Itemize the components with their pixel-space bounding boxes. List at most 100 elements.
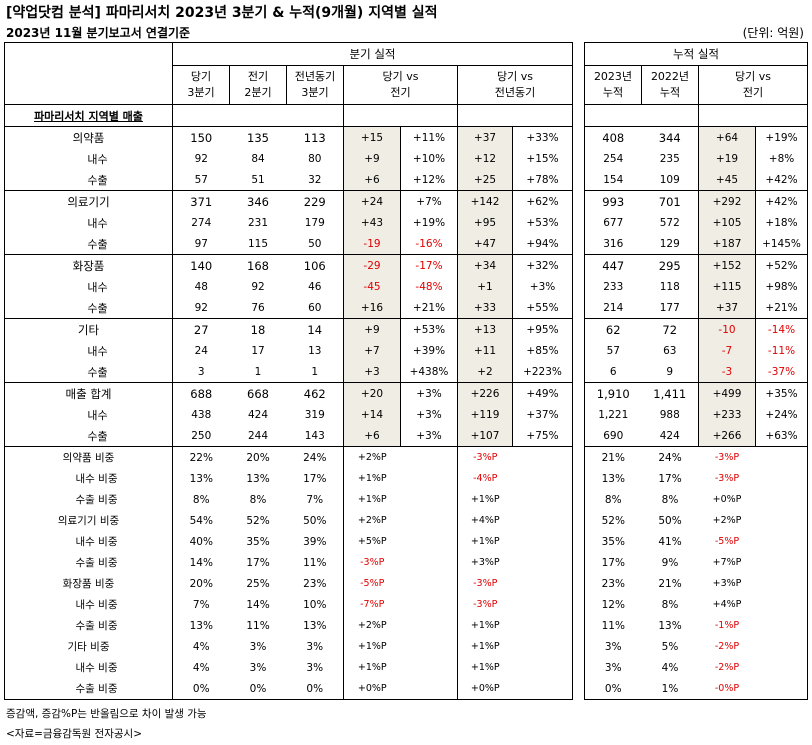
column-header: 당기 vs 전기 <box>343 65 458 105</box>
row-label: 수출 <box>87 429 108 443</box>
delta-yoy-percent: +33% <box>512 126 573 148</box>
ratio-delta-cum: +4%P <box>712 599 742 610</box>
delta-yoy-percent: +95% <box>512 318 573 340</box>
ratio-value: 17% <box>246 556 270 569</box>
table-row: 214 177 +37 +21% <box>585 297 808 319</box>
delta-cum-percent: -14% <box>755 318 808 340</box>
ratio-delta-cum: -2%P <box>714 662 740 673</box>
value-cell: 1 <box>254 365 262 378</box>
ratio-delta-qoq: +1%P <box>343 657 401 678</box>
ratio-delta-qoq: +1%P <box>343 489 401 510</box>
spacer <box>756 636 808 657</box>
header-spacer <box>756 105 808 127</box>
ratio-value: 54% <box>172 510 230 531</box>
column-header-line1: 당기 vs <box>382 70 419 83</box>
value-cell: 438 <box>172 404 230 425</box>
table-row: 내수 24 17 13 +7 +39% +11 +85% <box>5 340 573 361</box>
delta-yoy-amount: +34 <box>457 254 513 276</box>
delta-qoq-percent: +11% <box>400 126 458 148</box>
value-cell: 408 <box>584 126 642 148</box>
ratio-row: 13% 17% -3%P <box>585 468 808 489</box>
spacer <box>756 678 808 700</box>
column-header-line1: 2022년 <box>650 70 690 83</box>
ratio-delta-yoy: +0%P <box>457 678 513 700</box>
column-header-line2: 전년동기 <box>494 86 536 99</box>
header-blank <box>5 43 173 66</box>
table-row: 내수 48 92 46 -45 -48% +1 +3% <box>5 276 573 297</box>
ratio-value: 21% <box>584 446 642 468</box>
column-header-line1: 전년동기 <box>294 70 336 83</box>
spacer <box>756 615 808 636</box>
quarterly-group-header: 분기 실적 <box>172 42 573 66</box>
value-cell: 572 <box>659 216 680 229</box>
value-cell: 140 <box>172 254 230 276</box>
value-cell: 72 <box>641 318 699 340</box>
value-cell: 6 <box>609 365 617 378</box>
ratio-value: 50% <box>658 514 682 527</box>
spacer <box>513 615 573 636</box>
ratio-delta-yoy: +4%P <box>457 510 513 531</box>
column-header-line2: 전기 <box>390 86 411 99</box>
table-row: 의료기기 371 346 229 +24 +7% +142 +62% <box>4 190 573 212</box>
column-header-line1: 전기 <box>247 70 269 83</box>
delta-yoy-amount: +142 <box>457 190 513 212</box>
ratio-label: 내수 비중 <box>75 662 118 674</box>
ratio-value: 14% <box>246 598 270 611</box>
value-cell: 690 <box>603 429 624 442</box>
ratio-label: 수출 비중 <box>75 557 118 569</box>
column-header-line1: 당기 vs <box>735 70 771 83</box>
column-header-line2: 3분기 <box>187 86 215 99</box>
spacer <box>513 594 573 615</box>
value-cell: 97 <box>172 233 230 255</box>
delta-qoq-percent: +19% <box>412 216 446 229</box>
table-row: 57 63 -7 -11% <box>585 340 808 361</box>
delta-qoq-amount: +7 <box>343 340 401 361</box>
ratio-delta-cum: -3%P <box>698 446 756 468</box>
row-label: 내수 <box>87 216 108 230</box>
ratio-label: 의약품 비중 <box>4 446 173 468</box>
value-cell: 48 <box>172 276 230 297</box>
column-header-line2: 누적 <box>602 86 624 99</box>
ratio-value: 50% <box>303 514 327 527</box>
value-cell: 17 <box>251 344 265 357</box>
row-label: 수출 <box>87 237 108 251</box>
column-header-row: 2023년 누적 2022년 누적 당기 vs 전기 <box>584 65 808 105</box>
ratio-value: 39% <box>303 535 327 548</box>
ratio-value: 4% <box>172 657 230 678</box>
table-row: 254 235 +19 +8% <box>585 148 808 169</box>
ratio-row: 내수 비중 13% 13% 17% +1%P -4%P <box>5 468 573 489</box>
spacer <box>513 552 573 573</box>
ratio-value: 5% <box>661 640 679 653</box>
ratio-value: 52% <box>601 514 625 527</box>
spacer <box>755 446 808 468</box>
ratio-value: 13% <box>601 472 625 485</box>
value-cell: 27 <box>172 318 230 340</box>
delta-yoy-amount: +11 <box>457 340 513 361</box>
ratio-label: 내수 비중 <box>75 473 118 485</box>
ratio-value: 11% <box>601 619 625 632</box>
ratio-label: 수출 비중 <box>75 494 118 506</box>
column-header-line1: 당기 <box>190 70 212 83</box>
delta-yoy-percent: +3% <box>529 280 556 293</box>
ratio-delta-qoq: -7%P <box>343 594 401 615</box>
table-row: 62 72 -10 -14% <box>584 318 808 340</box>
delta-yoy-amount: +1 <box>457 276 513 297</box>
spacer <box>756 573 808 594</box>
delta-cum-percent: +98% <box>765 280 798 293</box>
value-cell: 3 <box>172 361 230 383</box>
delta-yoy-percent: +78% <box>526 173 559 186</box>
value-cell: 1,910 <box>584 382 642 404</box>
column-header-line2: 3분기 <box>301 86 329 99</box>
ratio-value: 11% <box>246 619 270 632</box>
spacer <box>401 657 458 678</box>
ratio-value: 52% <box>246 514 270 527</box>
footnote-source: <자료=금융감독원 전자공시> <box>6 728 142 740</box>
delta-cum-amount: -3 <box>698 361 756 383</box>
value-cell: 668 <box>229 382 287 404</box>
spacer <box>401 489 458 510</box>
delta-qoq-amount: +9 <box>343 318 401 340</box>
spacer <box>401 615 458 636</box>
ratio-delta-cum: -2%P <box>714 641 740 652</box>
header-spacer <box>401 105 458 127</box>
delta-cum-percent: +18% <box>765 216 798 229</box>
